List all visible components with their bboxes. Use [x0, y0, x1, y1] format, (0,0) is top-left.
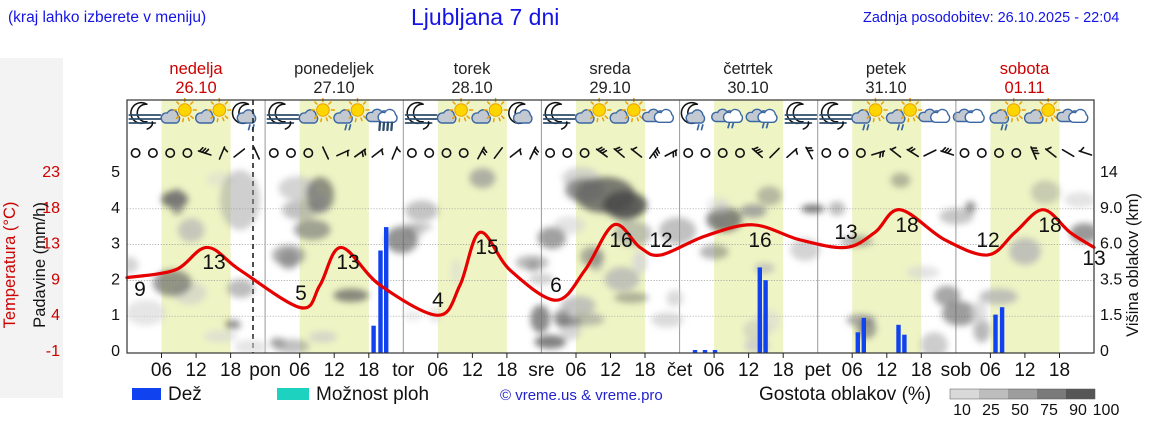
svg-text:12: 12 — [649, 229, 672, 252]
svg-text:Višina oblakov (km): Višina oblakov (km) — [1124, 193, 1142, 337]
svg-text:13: 13 — [336, 251, 359, 274]
svg-text:Temperatura (°C): Temperatura (°C) — [1, 202, 19, 329]
svg-text:100: 100 — [1093, 402, 1120, 419]
svg-text:12: 12 — [324, 360, 345, 381]
svg-text:0: 0 — [1100, 343, 1109, 360]
svg-text:12: 12 — [1014, 360, 1035, 381]
svg-text:16: 16 — [748, 229, 771, 252]
svg-text:© vreme.us & vreme.pro: © vreme.us & vreme.pro — [500, 387, 663, 404]
svg-text:18: 18 — [911, 360, 932, 381]
svg-text:06: 06 — [565, 360, 586, 381]
svg-text:25: 25 — [982, 402, 1000, 419]
svg-text:3.5: 3.5 — [1100, 271, 1122, 288]
svg-text:12: 12 — [600, 360, 621, 381]
svg-text:5: 5 — [111, 164, 120, 181]
svg-text:6: 6 — [550, 274, 562, 297]
svg-text:06: 06 — [427, 360, 448, 381]
svg-text:9: 9 — [134, 278, 146, 301]
svg-text:Gostota oblakov (%): Gostota oblakov (%) — [759, 384, 931, 405]
svg-text:9.0: 9.0 — [1100, 200, 1122, 217]
svg-text:1.5: 1.5 — [1100, 307, 1122, 324]
svg-text:5: 5 — [295, 282, 307, 305]
svg-text:Dež: Dež — [168, 384, 202, 405]
svg-text:12: 12 — [462, 360, 483, 381]
svg-text:6.0: 6.0 — [1100, 236, 1122, 253]
svg-text:čet: čet — [667, 360, 693, 381]
svg-text:18: 18 — [773, 360, 794, 381]
svg-text:12: 12 — [976, 229, 999, 252]
svg-text:18: 18 — [1038, 214, 1061, 237]
svg-text:1: 1 — [111, 307, 120, 324]
svg-text:3: 3 — [111, 236, 120, 253]
svg-text:06: 06 — [842, 360, 863, 381]
svg-text:18: 18 — [358, 360, 379, 381]
svg-text:2: 2 — [111, 271, 120, 288]
svg-text:14: 14 — [1100, 164, 1118, 181]
svg-text:12: 12 — [876, 360, 897, 381]
svg-text:18: 18 — [496, 360, 517, 381]
svg-text:06: 06 — [704, 360, 725, 381]
svg-text:15: 15 — [475, 236, 498, 259]
svg-text:13: 13 — [834, 221, 857, 244]
svg-text:23: 23 — [42, 164, 60, 181]
svg-text:06: 06 — [980, 360, 1001, 381]
svg-text:75: 75 — [1040, 402, 1058, 419]
svg-text:sre: sre — [528, 360, 554, 381]
svg-text:13: 13 — [202, 251, 225, 274]
svg-text:pet: pet — [804, 360, 831, 381]
svg-text:50: 50 — [1011, 402, 1029, 419]
svg-text:12: 12 — [738, 360, 759, 381]
svg-text:-1: -1 — [46, 343, 60, 360]
svg-text:tor: tor — [392, 360, 415, 381]
svg-text:9: 9 — [51, 271, 60, 288]
svg-text:10: 10 — [953, 402, 971, 419]
svg-text:18: 18 — [634, 360, 655, 381]
svg-text:Možnost ploh: Možnost ploh — [316, 384, 429, 405]
svg-text:18: 18 — [1049, 360, 1070, 381]
svg-text:12: 12 — [186, 360, 207, 381]
svg-text:16: 16 — [609, 229, 632, 252]
svg-text:4: 4 — [51, 307, 60, 324]
svg-text:06: 06 — [289, 360, 310, 381]
svg-text:4: 4 — [111, 200, 120, 217]
svg-text:90: 90 — [1069, 402, 1087, 419]
svg-text:sob: sob — [941, 360, 972, 381]
svg-text:4: 4 — [432, 289, 444, 312]
svg-text:18: 18 — [895, 214, 918, 237]
svg-text:18: 18 — [220, 360, 241, 381]
svg-text:06: 06 — [151, 360, 172, 381]
svg-text:pon: pon — [249, 360, 281, 381]
svg-text:0: 0 — [111, 343, 120, 360]
svg-text:Padavine (mm/h): Padavine (mm/h) — [31, 202, 49, 328]
